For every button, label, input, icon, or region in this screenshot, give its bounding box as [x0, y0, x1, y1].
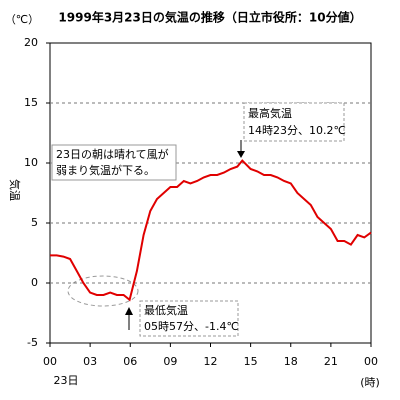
annotation: 弱まり気温が下る。 [56, 163, 155, 177]
y-tick-label: 10 [24, 156, 38, 169]
y-tick-label: 20 [24, 36, 38, 49]
y-tick-label: 5 [31, 216, 38, 229]
x-unit: (時) [360, 376, 380, 389]
temperature-line [50, 159, 372, 302]
arrow-head [125, 307, 133, 315]
max-box [243, 102, 345, 142]
x-tick-label: 03 [83, 355, 97, 368]
y-tick-label: 0 [31, 276, 38, 289]
x-tick-label: 00 [364, 355, 378, 368]
arrow-head [237, 151, 245, 158]
date-label: 23日 [54, 374, 79, 387]
chart-title: 1999年3月23日の気温の推移（日立市役所：10分値） [58, 10, 361, 25]
y-axis-label: 気温 [8, 179, 22, 201]
x-tick-label: 06 [123, 355, 137, 368]
y-unit: （℃） [5, 13, 39, 26]
x-tick-label: 12 [204, 355, 218, 368]
y-tick-label: 15 [24, 96, 38, 109]
x-tick-label: 21 [324, 355, 338, 368]
annotation: 最低気温 [144, 303, 188, 317]
x-tick-label: 18 [284, 355, 298, 368]
x-tick-label: 00 [43, 355, 57, 368]
note-box [51, 144, 177, 181]
plot-frame [49, 42, 372, 344]
x-tick-label: 09 [163, 355, 177, 368]
y-tick-label: -5 [27, 336, 38, 349]
min-highlight [67, 275, 139, 307]
annotation: 23日の朝は晴れて風が [56, 147, 169, 161]
x-tick-label: 15 [244, 355, 258, 368]
min-box [139, 300, 239, 337]
annotation: 05時57分、-1.4℃ [144, 320, 239, 333]
annotation: 14時23分、10.2℃ [248, 124, 346, 137]
annotation: 最高気温 [248, 106, 292, 120]
